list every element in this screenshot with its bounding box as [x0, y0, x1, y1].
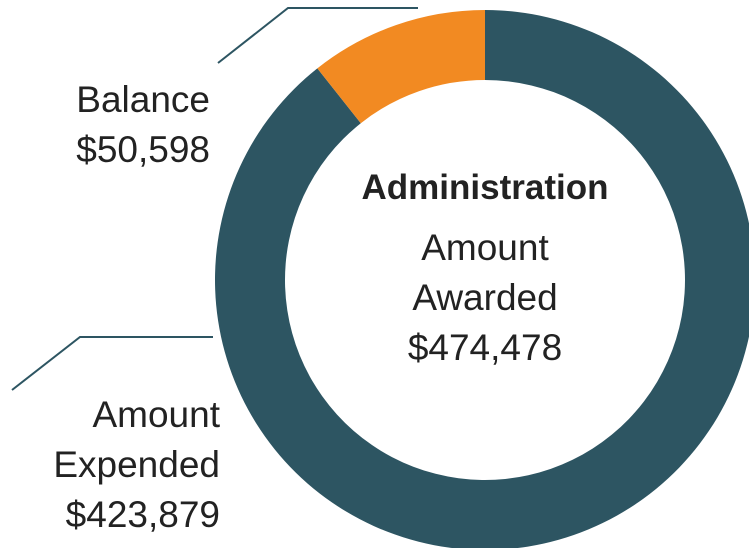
leader-line: [217, 7, 418, 64]
slice-label: Balance $50,598: [10, 75, 210, 175]
category-label: Balance: [76, 79, 210, 120]
value-label: $50,598: [76, 129, 210, 170]
category-label: Amount Expended: [53, 394, 220, 485]
value-label: $423,879: [65, 494, 220, 535]
slice-label: Amount Expended $423,879: [20, 390, 220, 540]
total-label: Amount Awarded: [412, 227, 558, 318]
leader-line: [11, 336, 213, 391]
center-title: Administration: [361, 168, 609, 207]
wedge: [317, 10, 485, 124]
donut: [215, 10, 749, 548]
total-value: $474,478: [407, 327, 563, 368]
